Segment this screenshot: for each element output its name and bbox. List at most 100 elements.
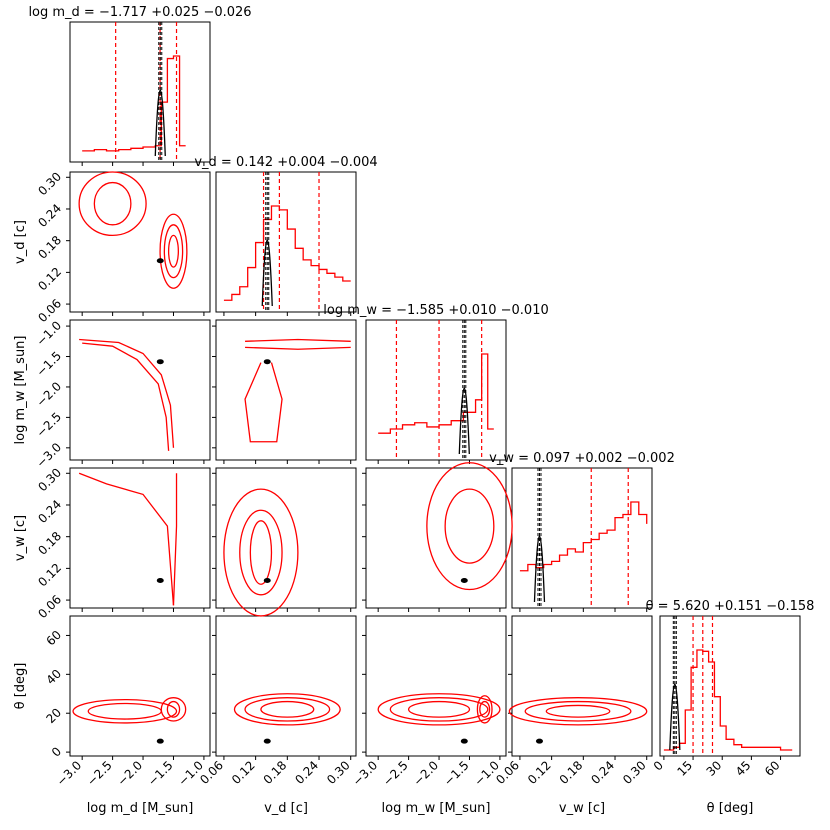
title-logmw: log m_w = −1.585 +0.010 −0.010 <box>323 303 549 318</box>
broad-curve-5 <box>78 472 175 606</box>
x-tick-label-vd: 0.24 <box>292 758 321 787</box>
x-tick-label-theta: 30 <box>704 758 725 779</box>
y-axis-label-theta: θ [deg] <box>13 663 28 710</box>
y-axis-label-vw: v_w [c] <box>13 515 28 561</box>
broad-contour-1-0 <box>93 181 132 226</box>
broad-curve-6 <box>172 473 178 606</box>
y-tick-label-theta: 0 <box>49 744 64 759</box>
panel-frame-r2c2 <box>365 319 507 461</box>
y-axis-label-vd: v_d [c] <box>13 220 28 264</box>
panel-frame-r4c3 <box>511 615 653 757</box>
narrow-contour-r4c0 <box>156 738 164 744</box>
broad-contour-5-0 <box>87 702 162 720</box>
x-tick-label-logmd: −3.0 <box>54 758 85 789</box>
x-tick-label-vw: 0.06 <box>493 758 522 787</box>
y-tick-label-vw: 0.06 <box>35 592 64 621</box>
y-axis-label-logmw: log m_w [M_sun] <box>13 336 28 445</box>
y-tick-label-logmw: −2.0 <box>34 379 65 410</box>
panel-frame-r4c1 <box>215 615 357 757</box>
x-tick-label-vd: 0.12 <box>229 758 258 787</box>
x-tick-label-logmd: −2.5 <box>84 758 115 789</box>
narrow-contour-r3c2 <box>460 578 468 584</box>
y-tick-label-logmw: −1.5 <box>34 349 65 380</box>
x-tick-label-theta: 60 <box>762 758 783 779</box>
narrow-contour-r4c2 <box>460 738 468 744</box>
panel-frame-r3c3 <box>511 467 653 609</box>
panels-layer <box>66 21 801 760</box>
broad-contour-5-1 <box>72 698 178 724</box>
broad-hist-vd <box>223 205 351 301</box>
panel-frame-r3c0 <box>69 467 211 609</box>
x-axis-label-logmw: log m_w [M_sun] <box>382 801 491 816</box>
broad-contour-2-0 <box>249 520 273 585</box>
broad-contour-6-2 <box>233 693 341 726</box>
y-tick-label-logmw: −2.5 <box>34 410 65 441</box>
broad-contour-8-0 <box>479 700 491 718</box>
panel-frame-r3c1 <box>215 467 357 609</box>
x-axis-label-logmd: log m_d [M_sun] <box>87 801 194 816</box>
x-axis-label-vw: v_w [c] <box>559 801 605 816</box>
broad-curve-0 <box>79 338 175 448</box>
broad-curve-2 <box>245 338 351 342</box>
title-logmd: log m_d = −1.717 +0.025 −0.026 <box>28 5 251 20</box>
title-theta: θ = 5.620 +0.151 −0.158 <box>646 599 815 614</box>
broad-contour-9-0 <box>545 704 611 718</box>
broad-curve-4 <box>244 362 283 443</box>
broad-contour-2-1 <box>239 509 283 596</box>
y-tick-label-logmw: −3.0 <box>34 440 65 471</box>
panel-frame-r4c0 <box>69 615 211 757</box>
broad-hist-logmw <box>378 353 494 434</box>
y-tick-label-vw: 0.24 <box>35 497 64 526</box>
x-axis-label-vd: v_d [c] <box>264 801 308 816</box>
narrow-contour-r4c1 <box>263 738 271 744</box>
x-tick-label-logmw: −1.5 <box>441 758 472 789</box>
broad-contour-6-0 <box>260 700 315 718</box>
y-tick-label-vw: 0.30 <box>35 466 64 495</box>
broad-contour-7-0 <box>407 700 471 718</box>
y-tick-label-vd: 0.12 <box>35 265 64 294</box>
broad-contour-4-0 <box>166 700 181 718</box>
panel-frame-r1c1 <box>215 171 357 313</box>
x-tick-label-vd: 0.06 <box>197 758 226 787</box>
narrow-contour-r3c1 <box>263 578 271 584</box>
x-tick-label-vw: 0.18 <box>557 758 586 787</box>
panel-frame-r4c4 <box>659 615 801 757</box>
y-tick-label-vd: 0.30 <box>35 170 64 199</box>
broad-contour-7-1 <box>389 697 489 722</box>
broad-contour-0-1 <box>163 224 184 279</box>
y-tick-label-vw: 0.12 <box>35 561 64 590</box>
broad-curve-1 <box>82 342 170 451</box>
narrow-contour-r3c0 <box>156 578 164 584</box>
panel-frame-r4c2 <box>365 615 507 757</box>
y-tick-label-vd: 0.24 <box>35 201 64 230</box>
broad-contour-0-2 <box>159 213 188 289</box>
x-tick-label-logmw: −3.0 <box>350 758 381 789</box>
x-tick-label-vd: 0.18 <box>261 758 290 787</box>
panel-frame-r2c0 <box>69 319 211 461</box>
broad-contour-8-1 <box>476 695 493 724</box>
panel-frame-r0c0 <box>69 21 211 163</box>
narrow-contour-r4c3 <box>535 738 543 744</box>
broad-contour-0-0 <box>167 234 179 268</box>
y-tick-label-logmw: −1.0 <box>34 318 65 349</box>
broad-hist-vw <box>519 501 648 572</box>
narrow-contour-r2c1 <box>263 359 271 365</box>
broad-contour-2-2 <box>223 488 299 617</box>
y-tick-label-vd: 0.18 <box>35 233 64 262</box>
x-tick-label-logmw: −2.0 <box>411 758 442 789</box>
x-tick-label-theta: 0 <box>651 758 666 773</box>
broad-contour-3-0 <box>444 488 495 564</box>
y-tick-label-theta: 60 <box>43 628 64 649</box>
broad-hist-theta <box>663 649 793 751</box>
broad-contour-7-2 <box>377 693 501 726</box>
x-tick-label-logmd: −2.0 <box>115 758 146 789</box>
panel-frame-r2c1 <box>215 319 357 461</box>
x-tick-label-theta: 45 <box>733 758 754 779</box>
x-tick-label-logmw: −2.5 <box>380 758 411 789</box>
x-tick-label-vw: 0.12 <box>525 758 554 787</box>
x-tick-label-vw: 0.24 <box>588 758 617 787</box>
narrow-contour-r2c0 <box>156 359 164 365</box>
broad-contour-3-1 <box>426 462 513 591</box>
x-tick-label-logmd: −1.5 <box>145 758 176 789</box>
